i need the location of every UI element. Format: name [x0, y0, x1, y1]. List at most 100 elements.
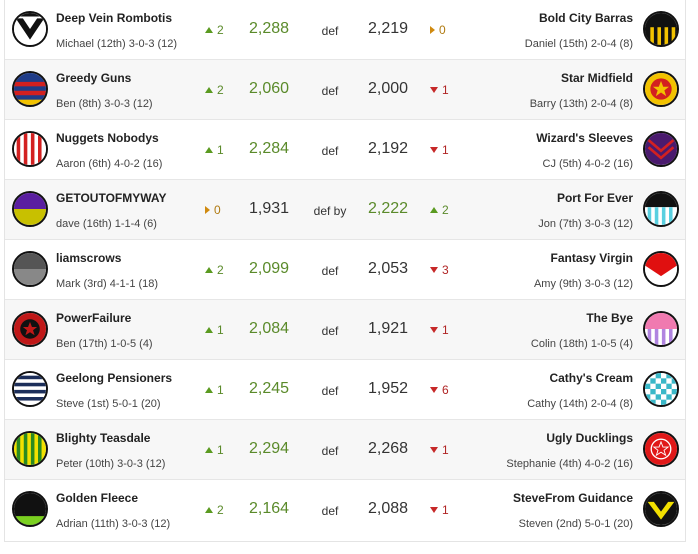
arrow-up-icon	[205, 267, 213, 273]
away-score: 2,268	[367, 440, 409, 457]
arrow-up-icon	[205, 507, 213, 513]
red-sash-icon	[643, 251, 679, 287]
home-team-name[interactable]: Nuggets Nobodys	[56, 131, 159, 145]
away-team-name[interactable]: Port For Ever	[556, 191, 633, 205]
home-coach-record: Mark (3rd) 4-1-1 (18)	[56, 278, 159, 290]
red-star-icon	[643, 431, 679, 467]
arrow-up-icon	[205, 147, 213, 153]
yellow-vee-icon	[643, 491, 679, 527]
hoops-icon	[12, 71, 48, 107]
home-coach-record: Ben (8th) 3-0-3 (12)	[56, 98, 153, 110]
result-label: def	[321, 24, 339, 38]
away-team-name[interactable]: The Bye	[586, 311, 633, 325]
home-score: 2,294	[248, 440, 290, 457]
away-team-name[interactable]: Wizard's Sleeves	[536, 131, 633, 145]
result-label: def	[321, 384, 339, 398]
arrow-up-icon	[205, 87, 213, 93]
away-score: 1,921	[367, 320, 409, 337]
home-rank-change: 2	[205, 503, 224, 517]
yellow-stripes-icon	[643, 11, 679, 47]
away-coach-record: Cathy (14th) 2-0-4 (8)	[527, 398, 633, 410]
home-rank-change: 0	[205, 203, 221, 217]
home-score: 2,284	[248, 140, 290, 157]
matchup-row[interactable]: Golden Fleece Adrian (11th) 3-0-3 (12) 2…	[5, 480, 685, 540]
dark-star-icon	[12, 311, 48, 347]
matchup-row[interactable]: Geelong Pensioners Steve (1st) 5-0-1 (20…	[5, 360, 685, 420]
home-team-name[interactable]: Blighty Teasdale	[56, 431, 151, 445]
result-label: def	[321, 444, 339, 458]
away-coach-record: Jon (7th) 3-0-3 (12)	[538, 218, 633, 230]
away-team-name[interactable]: Cathy's Cream	[549, 371, 633, 385]
home-coach-record: Adrian (11th) 3-0-3 (12)	[56, 518, 171, 530]
arrow-up-icon	[205, 327, 213, 333]
home-team-name[interactable]: GETOUTOFMYWAY	[56, 191, 167, 205]
home-team-name[interactable]: Golden Fleece	[56, 491, 139, 505]
away-rank-change: 1	[430, 323, 449, 337]
result-label: def	[321, 264, 339, 278]
result-label: def	[321, 84, 339, 98]
home-team-name[interactable]: Deep Vein Rombotis	[56, 11, 173, 25]
away-team-name[interactable]: Ugly Ducklings	[546, 431, 633, 445]
result-label: def	[321, 144, 339, 158]
arrow-up-icon	[205, 27, 213, 33]
home-rank-change: 1	[205, 143, 224, 157]
home-team-name[interactable]: liamscrows	[56, 251, 122, 265]
away-coach-record: Daniel (15th) 2-0-4 (8)	[524, 38, 633, 50]
matchup-row[interactable]: Blighty Teasdale Peter (10th) 3-0-3 (12)…	[5, 420, 685, 480]
away-coach-record: Colin (18th) 1-0-5 (4)	[530, 338, 633, 350]
result-label: def	[321, 504, 339, 518]
matchup-row[interactable]: PowerFailure Ben (17th) 1-0-5 (4) 1 2,08…	[5, 300, 685, 360]
home-coach-record: Aaron (6th) 4-0-2 (16)	[56, 158, 163, 170]
away-coach-record: CJ (5th) 4-0-2 (16)	[542, 158, 633, 170]
away-rank-change: 1	[430, 443, 449, 457]
home-coach-record: Ben (17th) 1-0-5 (4)	[56, 338, 153, 350]
arrow-down-icon	[430, 327, 438, 333]
arrow-down-icon	[430, 147, 438, 153]
navy-hoops-icon	[12, 371, 48, 407]
home-score: 2,084	[248, 320, 290, 337]
away-team-name[interactable]: Fantasy Virgin	[550, 251, 633, 265]
away-rank-change: 0	[430, 23, 446, 37]
away-team-name[interactable]: SteveFrom Guidance	[512, 491, 633, 505]
matchup-row[interactable]: GETOUTOFMYWAY dave (16th) 1-1-4 (6) 0 1,…	[5, 180, 685, 240]
away-score: 2,222	[367, 200, 409, 217]
arrow-up-icon	[205, 447, 213, 453]
checker-icon	[643, 371, 679, 407]
away-team-name[interactable]: Star Midfield	[560, 71, 633, 85]
away-rank-change: 6	[430, 383, 449, 397]
arrow-up-icon	[430, 207, 438, 213]
matchup-row[interactable]: Nuggets Nobodys Aaron (6th) 4-0-2 (16) 1…	[5, 120, 685, 180]
black-green-icon	[12, 491, 48, 527]
away-team-name[interactable]: Bold City Barras	[538, 11, 633, 25]
purple-yellow-icon	[12, 191, 48, 227]
away-coach-record: Barry (13th) 2-0-4 (8)	[529, 98, 633, 110]
home-team-name[interactable]: Greedy Guns	[56, 71, 132, 85]
grey-split-icon	[12, 251, 48, 287]
away-score: 2,000	[367, 80, 409, 97]
star-icon	[643, 71, 679, 107]
away-score: 2,219	[367, 20, 409, 37]
home-team-name[interactable]: Geelong Pensioners	[56, 371, 173, 385]
away-score: 2,192	[367, 140, 409, 157]
away-coach-record: Stephanie (4th) 4-0-2 (16)	[506, 458, 633, 470]
matchup-row[interactable]: Greedy Guns Ben (8th) 3-0-3 (12) 2 2,060…	[5, 60, 685, 120]
vee-icon	[12, 11, 48, 47]
arrow-right-icon	[430, 26, 435, 34]
arrow-down-icon	[430, 507, 438, 513]
result-label: def	[321, 324, 339, 338]
home-coach-record: Michael (12th) 3-0-3 (12)	[56, 38, 178, 50]
arrow-right-icon	[205, 206, 210, 214]
home-coach-record: Steve (1st) 5-0-1 (20)	[56, 398, 161, 410]
away-coach-record: Amy (9th) 3-0-3 (12)	[533, 278, 633, 290]
home-coach-record: dave (16th) 1-1-4 (6)	[56, 218, 157, 230]
home-rank-change: 2	[205, 83, 224, 97]
arrow-up-icon	[205, 387, 213, 393]
away-score: 2,088	[367, 500, 409, 517]
home-score: 1,931	[248, 200, 290, 217]
arrow-down-icon	[430, 267, 438, 273]
home-team-name[interactable]: PowerFailure	[56, 311, 132, 325]
away-rank-change: 3	[430, 263, 449, 277]
result-label: def by	[313, 204, 347, 218]
matchup-row[interactable]: Deep Vein Rombotis Michael (12th) 3-0-3 …	[5, 0, 685, 60]
matchup-row[interactable]: liamscrows Mark (3rd) 4-1-1 (18) 2 2,099…	[5, 240, 685, 300]
